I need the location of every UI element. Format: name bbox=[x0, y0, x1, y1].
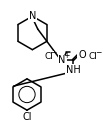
Text: +: + bbox=[63, 51, 69, 60]
Text: −: − bbox=[95, 48, 101, 57]
Text: N: N bbox=[58, 55, 66, 65]
Text: Cl: Cl bbox=[45, 52, 54, 61]
Text: Cl: Cl bbox=[22, 112, 32, 122]
Text: N: N bbox=[29, 11, 36, 21]
Text: O: O bbox=[78, 50, 86, 60]
Text: Cl: Cl bbox=[89, 52, 98, 61]
Text: −: − bbox=[50, 48, 57, 57]
Text: NH: NH bbox=[66, 65, 81, 75]
